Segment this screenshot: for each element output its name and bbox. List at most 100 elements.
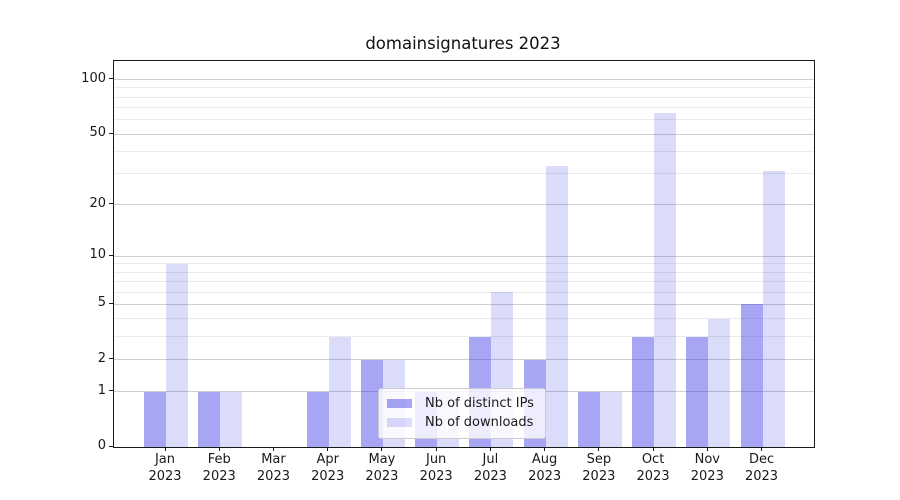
x-tick-month: May (368, 452, 396, 467)
bar-downloads-sep (599, 391, 622, 447)
y-tick-mark (109, 254, 113, 256)
minor-gridline (114, 280, 814, 282)
y-tick-mark (109, 445, 113, 447)
y-tick-label: 2 (97, 350, 106, 366)
minor-gridline (114, 291, 814, 293)
x-tick-label: Jul 2023 (460, 452, 520, 485)
legend: Nb of distinct IPs Nb of downloads (378, 388, 546, 439)
x-tick-year: 2023 (690, 468, 724, 484)
x-tick-year: 2023 (636, 468, 670, 484)
bar-distinct-ips-dec (740, 304, 763, 447)
x-tick-year: 2023 (419, 468, 453, 484)
x-tick-month: Aug (531, 452, 558, 467)
x-tick-month: Mar (261, 452, 286, 467)
bar-distinct-ips-apr (306, 391, 329, 447)
x-tick-mark (381, 447, 383, 451)
y-tick-mark (109, 203, 113, 205)
minor-gridline (114, 107, 814, 109)
x-tick-label: Dec 2023 (732, 452, 792, 485)
x-tick-mark (544, 447, 546, 451)
y-tick-label: 50 (89, 125, 106, 140)
minor-gridline (114, 173, 814, 175)
major-gridline (114, 359, 814, 361)
y-tick-mark (109, 78, 113, 80)
x-tick-month: Sep (586, 452, 612, 467)
bar-downloads-feb (220, 391, 243, 447)
minor-gridline (114, 96, 814, 98)
minor-gridline (114, 119, 814, 121)
x-tick-mark (489, 447, 491, 451)
minor-gridline (114, 87, 814, 89)
minor-gridline (114, 150, 814, 152)
bar-distinct-ips-feb (198, 391, 221, 447)
x-tick-month: Dec (748, 452, 775, 467)
x-tick-year: 2023 (473, 468, 507, 484)
y-tick-label: 1 (97, 382, 106, 398)
x-tick-mark (706, 447, 708, 451)
minor-gridline (114, 318, 814, 320)
y-tick-label: 20 (89, 195, 106, 211)
major-gridline (114, 303, 814, 305)
x-tick-mark (761, 447, 763, 451)
x-tick-year: 2023 (365, 468, 399, 484)
major-gridline (114, 255, 814, 257)
bar-distinct-ips-oct (632, 336, 655, 447)
minor-gridline (114, 263, 814, 265)
x-tick-mark (272, 447, 274, 451)
bar-downloads-apr (328, 336, 351, 447)
x-tick-month: Feb (207, 452, 231, 467)
x-tick-year: 2023 (256, 468, 290, 484)
x-tick-label: May 2023 (352, 452, 412, 485)
y-tick-label: 5 (97, 295, 106, 311)
x-tick-year: 2023 (744, 468, 779, 484)
x-tick-year: 2023 (202, 468, 236, 484)
major-gridline (114, 133, 814, 135)
plot-area: Nb of distinct IPs Nb of downloads (113, 60, 815, 448)
x-tick-mark (218, 447, 220, 451)
x-tick-label: Mar 2023 (243, 452, 303, 485)
x-tick-mark (652, 447, 654, 451)
x-tick-mark (435, 447, 437, 451)
y-tick-label: 10 (89, 247, 106, 263)
y-tick-mark (109, 302, 113, 304)
x-tick-mark (327, 447, 329, 451)
bar-distinct-ips-may (360, 359, 383, 447)
legend-swatch-downloads (387, 418, 412, 427)
bar-downloads-jan (166, 263, 188, 447)
y-tick-label: 100 (81, 70, 106, 86)
y-tick-mark (109, 358, 113, 360)
legend-item-distinct-ips: Nb of distinct IPs (387, 394, 537, 413)
major-gridline (114, 204, 814, 206)
x-tick-year: 2023 (148, 468, 182, 484)
x-tick-year: 2023 (311, 468, 345, 484)
minor-gridline (114, 271, 814, 273)
major-gridline (114, 79, 814, 81)
x-tick-month: Jun (425, 452, 447, 467)
bar-distinct-ips-jan (144, 391, 166, 447)
x-tick-label: Nov 2023 (677, 452, 737, 485)
legend-label: Nb of downloads (425, 415, 534, 430)
x-tick-month: Apr (316, 452, 339, 467)
bar-distinct-ips-nov (686, 336, 709, 447)
y-tick-label: 0 (97, 438, 106, 453)
x-tick-label: Apr 2023 (298, 452, 358, 485)
bar-downloads-dec (762, 171, 785, 447)
bar-downloads-oct (654, 113, 677, 447)
bar-downloads-nov (708, 318, 731, 447)
x-tick-label: Jan 2023 (135, 452, 195, 485)
x-tick-label: Sep 2023 (569, 452, 629, 485)
chart-title: domainsignatures 2023 (365, 34, 561, 53)
bar-distinct-ips-sep (577, 391, 600, 447)
legend-item-downloads: Nb of downloads (387, 413, 537, 432)
x-tick-month: Jan (154, 452, 176, 467)
legend-label: Nb of distinct IPs (425, 396, 534, 411)
x-tick-month: Nov (694, 452, 720, 467)
x-tick-label: Feb 2023 (189, 452, 249, 485)
x-tick-year: 2023 (528, 468, 562, 484)
y-tick-mark (109, 132, 113, 134)
x-tick-label: Aug 2023 (515, 452, 575, 485)
x-tick-mark (164, 447, 166, 451)
x-tick-label: Oct 2023 (623, 452, 683, 485)
bar-downloads-aug (545, 166, 568, 447)
